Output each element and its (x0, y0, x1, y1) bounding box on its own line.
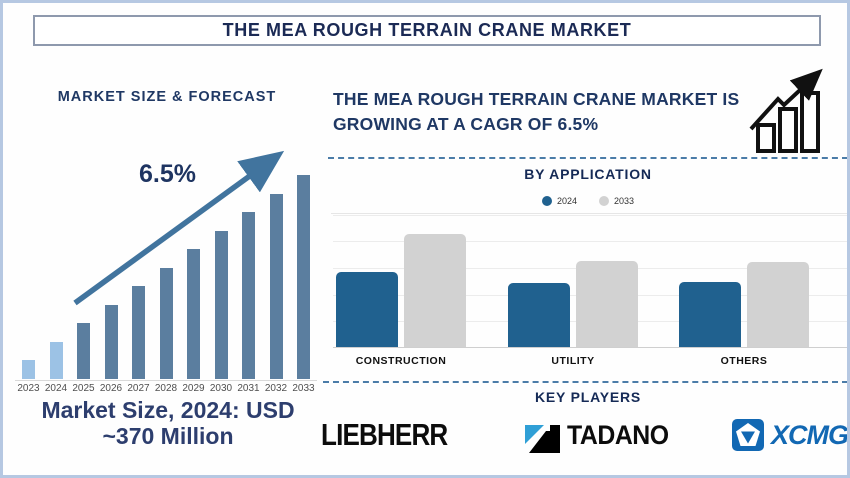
forecast-bar-2024 (49, 342, 63, 379)
forecast-year-label: 2031 (237, 383, 260, 394)
growth-banner-text: THE MEA ROUGH TERRAIN CRANE MARKET IS GR… (333, 89, 740, 134)
application-bar-2033-others (747, 262, 809, 347)
xcmg-logo-text: XCMG (771, 419, 848, 450)
forecast-column: 2031 (235, 113, 262, 394)
liebherr-logo-text: LIEBHERR (321, 417, 448, 452)
forecast-column: 2030 (208, 113, 235, 394)
application-bar-2024-construction (336, 272, 398, 347)
forecast-column: 2029 (180, 113, 207, 394)
cagr-label: 6.5% (139, 160, 196, 188)
legend-dot (599, 196, 609, 206)
application-group-construction: CONSTRUCTION (336, 234, 466, 367)
application-baseline (333, 347, 847, 348)
application-category-label: OTHERS (720, 355, 768, 367)
forecast-column: 2033 (290, 113, 317, 394)
application-heading: BY APPLICATION (524, 166, 652, 182)
application-bar-2033-utility (576, 261, 638, 347)
forecast-bar-2025 (77, 323, 90, 379)
forecast-baseline (15, 380, 317, 381)
forecast-year-label: 2023 (17, 383, 40, 394)
tadano-logo-text: TADANO (567, 419, 670, 450)
application-chart: CONSTRUCTION UTILITY OTHERS (333, 215, 847, 367)
forecast-year-label: 2025 (72, 383, 95, 394)
player-xcmg: XCMG (731, 418, 848, 452)
gridline (333, 215, 847, 216)
forecast-bar-2031 (242, 212, 255, 379)
application-bar-2024-others (679, 282, 741, 347)
page-title: THE MEA ROUGH TERRAIN CRANE MARKET (222, 20, 632, 40)
market-size-note: Market Size, 2024: USD ~370 Million (41, 397, 295, 450)
dashed-separator-bottom (323, 381, 847, 383)
forecast-bar-2023 (22, 360, 35, 379)
xcmg-logo-icon (732, 419, 764, 451)
forecast-year-label: 2030 (209, 383, 233, 394)
legend-divider (331, 213, 847, 214)
legend-label: 2024 (556, 196, 577, 206)
title-box: THE MEA ROUGH TERRAIN CRANE MARKET (33, 15, 821, 46)
forecast-column: 2032 (263, 113, 290, 394)
forecast-column: 2023 (15, 113, 42, 394)
legend-item-2024: 2024 (541, 196, 577, 206)
forecast-year-label: 2026 (99, 383, 123, 394)
forecast-year-label: 2024 (44, 383, 68, 394)
application-category-label: UTILITY (551, 355, 595, 367)
forecast-heading: MARKET SIZE & FORECAST (57, 89, 277, 105)
forecast-column: 2026 (98, 113, 125, 394)
application-legend: 2024 2033 (328, 194, 847, 208)
forecast-year-label: 2033 (292, 383, 315, 394)
forecast-bar-2032 (269, 194, 283, 379)
player-liebherr: LIEBHERR (321, 417, 471, 453)
forecast-year-label: 2032 (264, 383, 288, 394)
legend-dot (541, 196, 552, 206)
forecast-bar-2029 (187, 249, 200, 379)
growth-arrow (73, 150, 285, 306)
forecast-column: 2028 (153, 113, 180, 394)
forecast-bar-2030 (214, 231, 228, 379)
forecast-bar-2026 (104, 305, 118, 379)
forecast-year-label: 2028 (154, 383, 178, 394)
growth-chart-icon (749, 68, 823, 153)
forecast-bars: 2023 2024 2025 2026 2027 2028 2029 2030 2031 2032… (15, 113, 317, 394)
key-players-row: LIEBHERR TADANO XCMG (321, 411, 848, 459)
forecast-year-label: 2027 (127, 383, 150, 394)
forecast-year-label: 2029 (182, 383, 205, 394)
forecast-bar-2028 (159, 268, 173, 379)
application-bar-2033-construction (404, 234, 466, 347)
legend-item-2033: 2033 (599, 196, 634, 206)
application-group-others: OTHERS (679, 262, 809, 367)
gridline (333, 241, 847, 242)
application-bar-2024-utility (508, 283, 570, 347)
dashed-separator-top (328, 157, 847, 159)
tadano-logo-icon (525, 424, 561, 453)
forecast-column: 2027 (125, 113, 152, 394)
application-group-utility: UTILITY (508, 261, 638, 367)
forecast-column: 2025 (70, 113, 97, 394)
forecast-bar-2027 (132, 286, 145, 379)
application-category-label: CONSTRUCTION (355, 355, 447, 367)
forecast-bar-2033 (297, 175, 310, 379)
legend-label: 2033 (614, 196, 635, 206)
player-tadano: TADANO (524, 417, 677, 454)
forecast-column: 2024 (43, 113, 70, 394)
keyplayers-heading: KEY PLAYERS (534, 389, 642, 405)
